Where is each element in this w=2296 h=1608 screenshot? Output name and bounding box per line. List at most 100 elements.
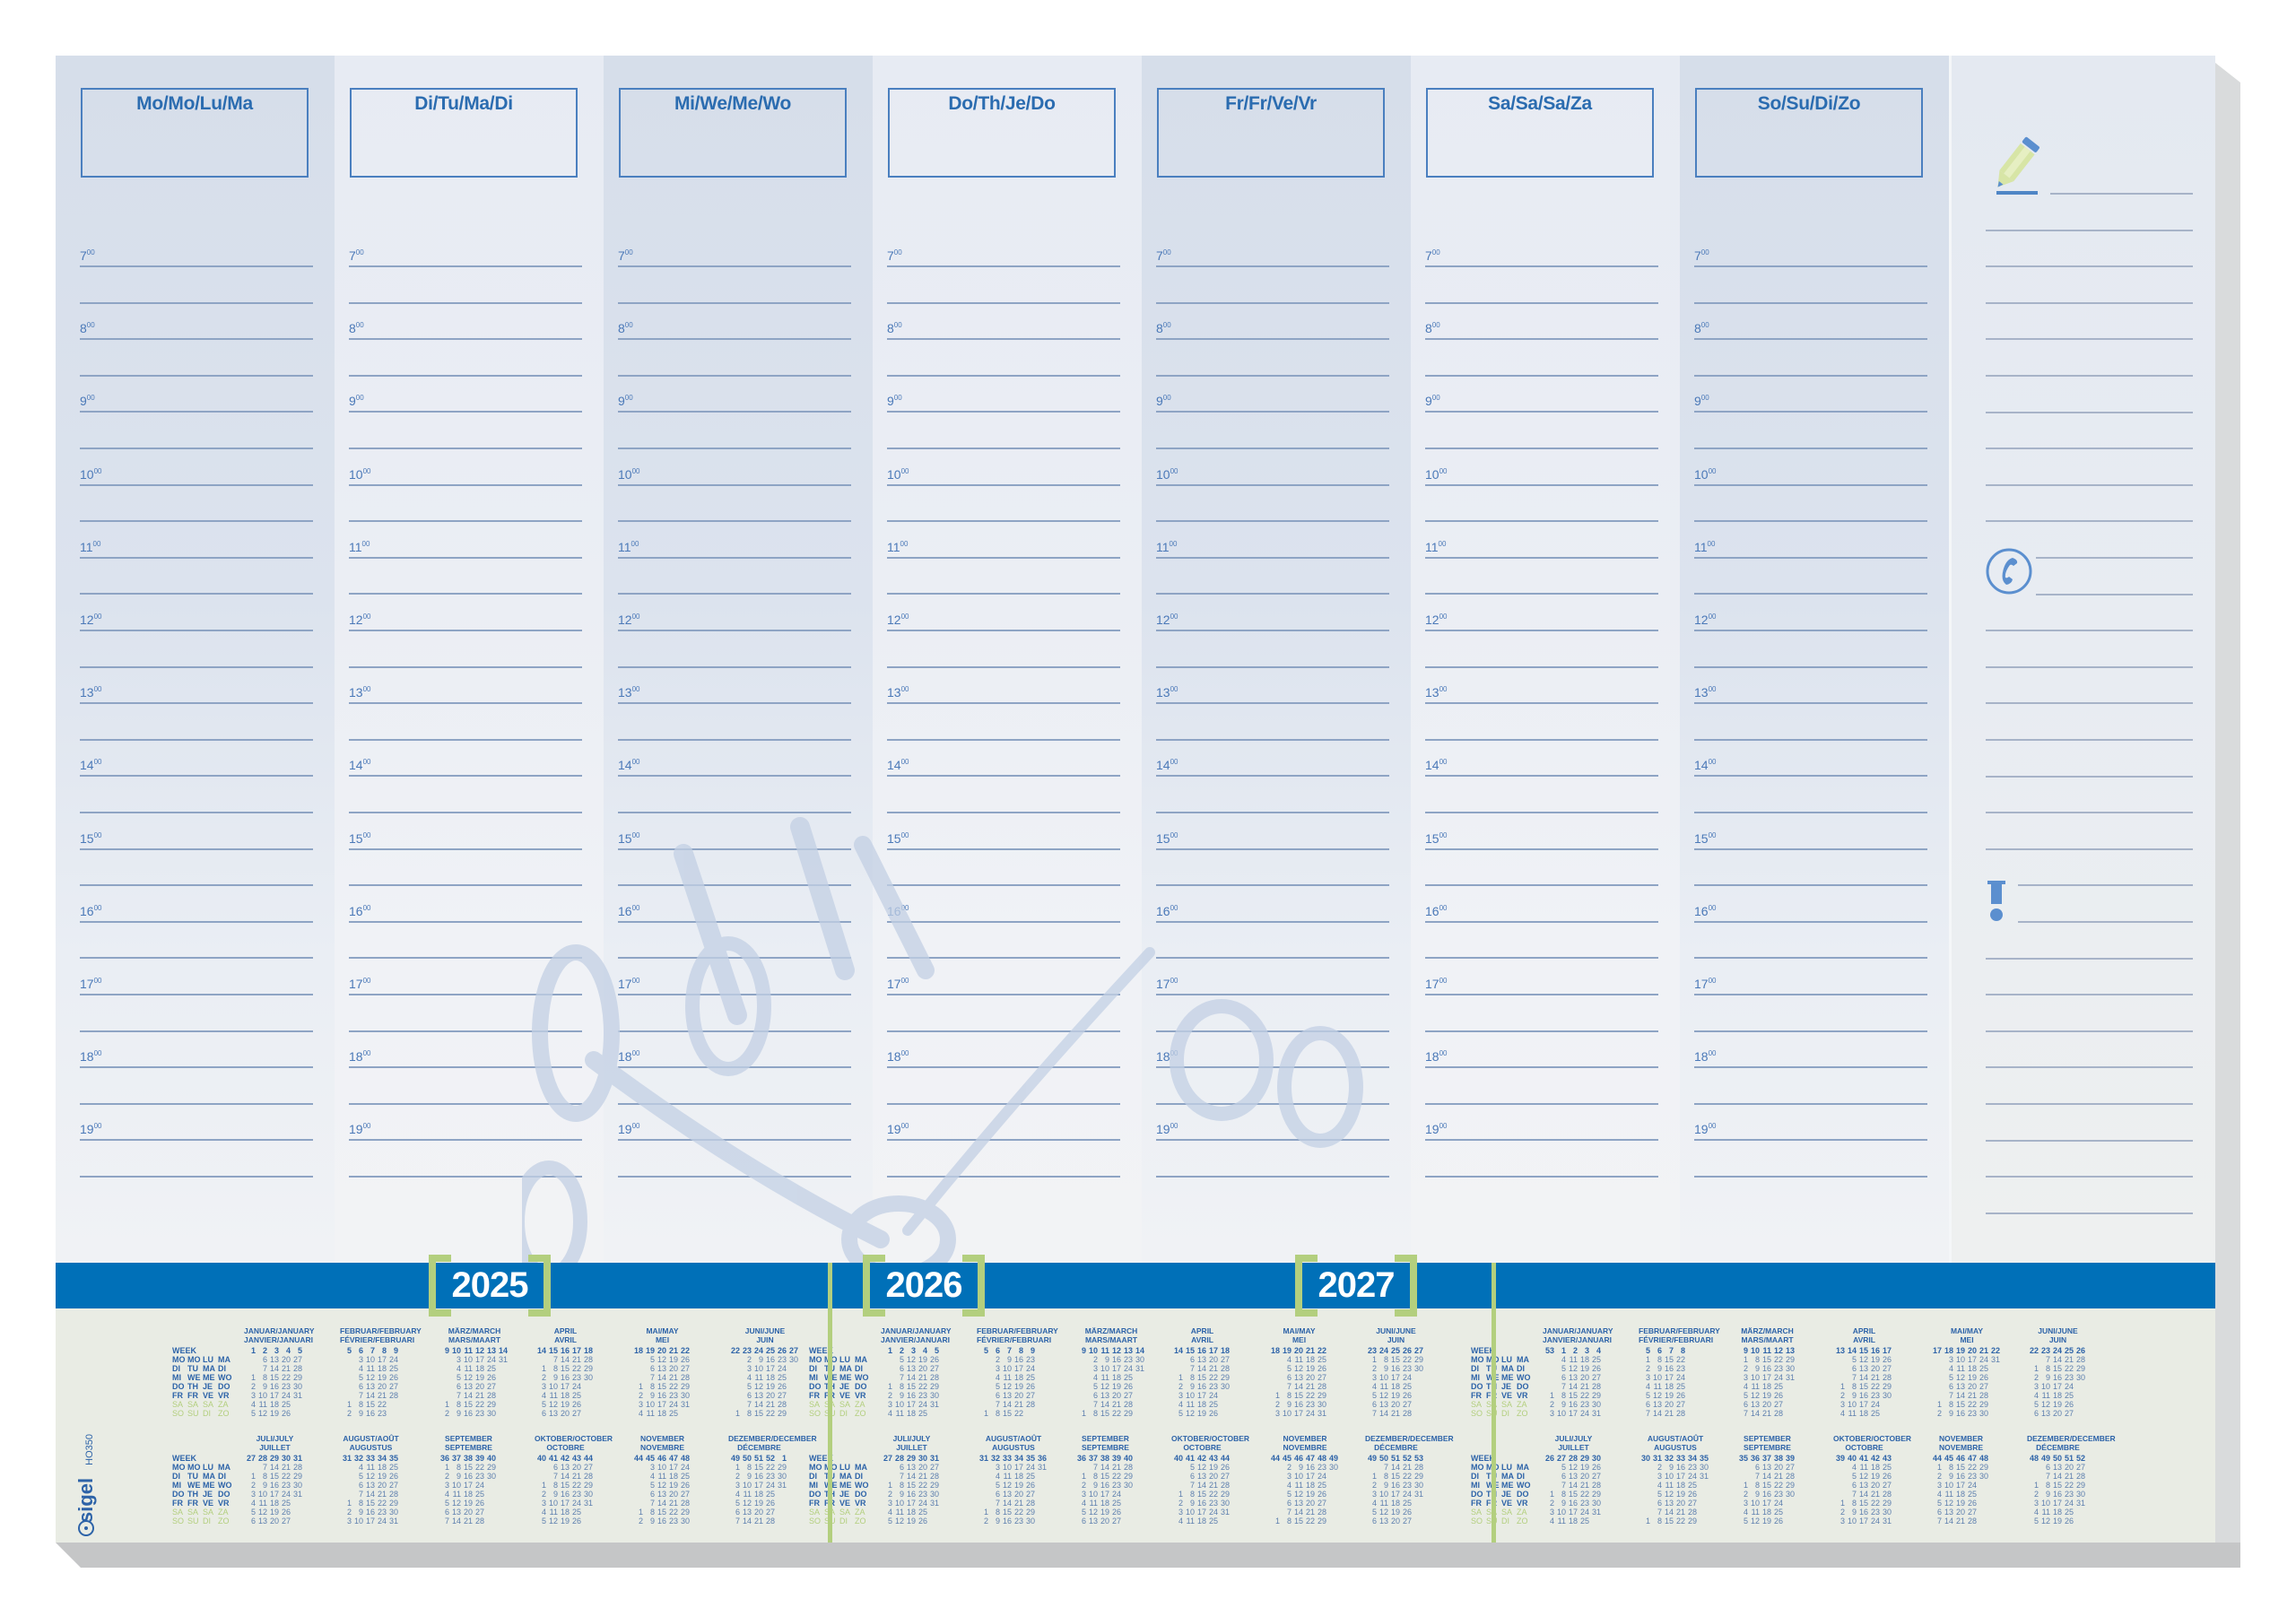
half-hour-line[interactable]	[349, 593, 582, 595]
half-hour-line[interactable]	[618, 957, 851, 959]
hour-line[interactable]	[349, 557, 582, 559]
hour-line[interactable]	[349, 848, 582, 850]
half-hour-line[interactable]	[618, 375, 851, 377]
half-hour-line[interactable]	[618, 1103, 851, 1105]
hour-line[interactable]	[349, 994, 582, 995]
note-line[interactable]	[1986, 265, 2193, 267]
hour-line[interactable]	[618, 994, 851, 995]
note-line[interactable]	[1986, 375, 2193, 377]
half-hour-line[interactable]	[1156, 1030, 1389, 1032]
note-line[interactable]	[1986, 776, 2193, 778]
half-hour-line[interactable]	[349, 1176, 582, 1178]
hour-line[interactable]	[1156, 702, 1389, 704]
hour-line[interactable]	[349, 775, 582, 777]
hour-line[interactable]	[1694, 921, 1927, 923]
note-line[interactable]	[1986, 630, 2193, 631]
hour-line[interactable]	[1156, 484, 1389, 486]
hour-line[interactable]	[349, 1066, 582, 1068]
hour-line[interactable]	[618, 411, 851, 413]
hour-line[interactable]	[1694, 702, 1927, 704]
half-hour-line[interactable]	[349, 302, 582, 304]
hour-line[interactable]	[887, 702, 1120, 704]
half-hour-line[interactable]	[1156, 739, 1389, 741]
hour-line[interactable]	[1425, 265, 1658, 267]
hour-line[interactable]	[349, 411, 582, 413]
half-hour-line[interactable]	[1156, 812, 1389, 813]
hour-line[interactable]	[618, 484, 851, 486]
hour-line[interactable]	[1156, 921, 1389, 923]
half-hour-line[interactable]	[349, 812, 582, 813]
half-hour-line[interactable]	[1425, 1103, 1658, 1105]
half-hour-line[interactable]	[1694, 666, 1927, 668]
half-hour-line[interactable]	[618, 520, 851, 522]
half-hour-line[interactable]	[618, 666, 851, 668]
hour-line[interactable]	[80, 1139, 313, 1141]
half-hour-line[interactable]	[349, 1030, 582, 1032]
half-hour-line[interactable]	[1694, 593, 1927, 595]
hour-line[interactable]	[1694, 411, 1927, 413]
hour-line[interactable]	[1425, 775, 1658, 777]
hour-line[interactable]	[618, 702, 851, 704]
half-hour-line[interactable]	[1156, 448, 1389, 449]
half-hour-line[interactable]	[1694, 1030, 1927, 1032]
half-hour-line[interactable]	[1425, 812, 1658, 813]
hour-line[interactable]	[1156, 630, 1389, 631]
hour-line[interactable]	[618, 1139, 851, 1141]
note-line[interactable]	[2050, 193, 2193, 195]
half-hour-line[interactable]	[1694, 1176, 1927, 1178]
hour-line[interactable]	[1156, 265, 1389, 267]
half-hour-line[interactable]	[1694, 957, 1927, 959]
half-hour-line[interactable]	[1694, 520, 1927, 522]
half-hour-line[interactable]	[349, 666, 582, 668]
half-hour-line[interactable]	[1425, 593, 1658, 595]
hour-line[interactable]	[1694, 848, 1927, 850]
note-line[interactable]	[1986, 484, 2193, 486]
hour-line[interactable]	[1425, 1066, 1658, 1068]
hour-line[interactable]	[1156, 411, 1389, 413]
day-header-box[interactable]: Mi/We/Me/Wo	[619, 88, 847, 178]
note-line[interactable]	[1986, 1030, 2193, 1032]
half-hour-line[interactable]	[1694, 812, 1927, 813]
hour-line[interactable]	[887, 775, 1120, 777]
half-hour-line[interactable]	[1425, 1030, 1658, 1032]
hour-line[interactable]	[349, 484, 582, 486]
half-hour-line[interactable]	[349, 884, 582, 886]
hour-line[interactable]	[887, 338, 1120, 340]
half-hour-line[interactable]	[1425, 739, 1658, 741]
hour-line[interactable]	[80, 411, 313, 413]
hour-line[interactable]	[80, 265, 313, 267]
half-hour-line[interactable]	[1156, 1176, 1389, 1178]
hour-line[interactable]	[1425, 921, 1658, 923]
hour-line[interactable]	[1156, 1139, 1389, 1141]
hour-line[interactable]	[887, 557, 1120, 559]
hour-line[interactable]	[1694, 1139, 1927, 1141]
half-hour-line[interactable]	[618, 593, 851, 595]
note-line[interactable]	[1986, 739, 2193, 741]
hour-line[interactable]	[349, 702, 582, 704]
day-header-box[interactable]: Sa/Sa/Sa/Za	[1426, 88, 1654, 178]
note-line[interactable]	[1986, 848, 2193, 850]
half-hour-line[interactable]	[887, 302, 1120, 304]
half-hour-line[interactable]	[80, 1103, 313, 1105]
note-line[interactable]	[1986, 812, 2193, 813]
half-hour-line[interactable]	[80, 1176, 313, 1178]
half-hour-line[interactable]	[1156, 302, 1389, 304]
half-hour-line[interactable]	[349, 1103, 582, 1105]
hour-line[interactable]	[349, 1139, 582, 1141]
note-line[interactable]	[1986, 412, 2193, 413]
hour-line[interactable]	[80, 1066, 313, 1068]
half-hour-line[interactable]	[349, 375, 582, 377]
half-hour-line[interactable]	[1425, 448, 1658, 449]
half-hour-line[interactable]	[80, 520, 313, 522]
hour-line[interactable]	[1694, 557, 1927, 559]
half-hour-line[interactable]	[80, 302, 313, 304]
note-line[interactable]	[1986, 520, 2193, 522]
hour-line[interactable]	[1156, 848, 1389, 850]
half-hour-line[interactable]	[1694, 739, 1927, 741]
half-hour-line[interactable]	[887, 812, 1120, 813]
day-header-box[interactable]: So/Su/Di/Zo	[1695, 88, 1923, 178]
half-hour-line[interactable]	[1156, 1103, 1389, 1105]
half-hour-line[interactable]	[1694, 375, 1927, 377]
hour-line[interactable]	[887, 921, 1120, 923]
half-hour-line[interactable]	[80, 448, 313, 449]
